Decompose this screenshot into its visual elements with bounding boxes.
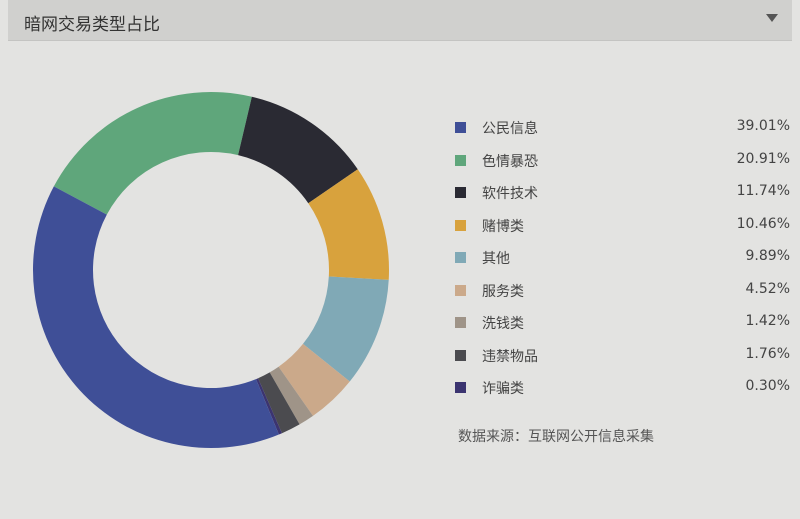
- legend-label: 服务类: [482, 283, 524, 300]
- legend-item: 软件技术 11.74%: [455, 183, 790, 216]
- donut-slice: [302, 276, 389, 382]
- legend-swatch: [455, 187, 466, 198]
- legend-swatch: [455, 349, 466, 361]
- caret-down-icon[interactable]: [766, 14, 778, 22]
- legend-label: 赌博类: [482, 218, 524, 235]
- legend-label: 洗钱类: [482, 316, 524, 332]
- legend-label: 公民信息: [482, 121, 538, 137]
- legend-swatch: [455, 382, 466, 393]
- legend-swatch: [455, 219, 466, 231]
- legend-item: 其他 9.89%: [455, 248, 790, 281]
- donut-slice: [269, 366, 313, 425]
- donut-slice: [278, 343, 350, 416]
- legend-value: 0.30%: [745, 378, 790, 394]
- donut-slice: [258, 372, 300, 434]
- legend-value: 39.01%: [736, 118, 790, 134]
- legend-item: 色情暴恐 20.91%: [455, 151, 790, 184]
- legend-label: 违禁物品: [482, 348, 538, 365]
- donut-slice: [53, 92, 252, 215]
- legend-value: 9.89%: [745, 248, 790, 264]
- legend-swatch: [455, 317, 466, 328]
- legend-value: 1.42%: [745, 313, 790, 329]
- legend-value: 11.74%: [736, 183, 790, 199]
- legend-item: 赌博类 10.46%: [455, 216, 790, 249]
- chart-header: 暗网交易类型占比: [8, 0, 792, 41]
- donut-slice: [256, 378, 282, 435]
- legend-value: 20.91%: [736, 150, 790, 167]
- legend-swatch: [455, 252, 466, 263]
- data-source-note: 数据来源：互联网公开信息采集: [458, 429, 654, 445]
- donut-slice: [32, 186, 279, 449]
- legend-swatch: [455, 154, 466, 166]
- donut-chart: [32, 92, 389, 449]
- donut-slice: [238, 96, 358, 204]
- legend-item: 违禁物品 1.76%: [455, 346, 790, 379]
- legend: 公民信息 39.01% 色情暴恐 20.91% 软件技术 11.74% 赌博类 10.46% 其…: [455, 118, 790, 411]
- legend-label: 其他: [482, 251, 510, 267]
- legend-value: 1.76%: [745, 345, 790, 362]
- legend-swatch: [455, 122, 466, 133]
- legend-item: 洗钱类 1.42%: [455, 313, 790, 346]
- legend-item: 服务类 4.52%: [455, 281, 790, 314]
- legend-item: 诈骗类 0.30%: [455, 378, 790, 411]
- legend-label: 诈骗类: [482, 381, 524, 397]
- legend-label: 软件技术: [482, 186, 538, 202]
- legend-label: 色情暴恐: [482, 153, 538, 170]
- chart-title: 暗网交易类型占比: [24, 15, 160, 35]
- legend-value: 4.52%: [745, 280, 790, 297]
- legend-swatch: [455, 284, 466, 296]
- legend-value: 10.46%: [736, 215, 790, 232]
- donut-slice: [308, 169, 389, 280]
- legend-item: 公民信息 39.01%: [455, 118, 790, 151]
